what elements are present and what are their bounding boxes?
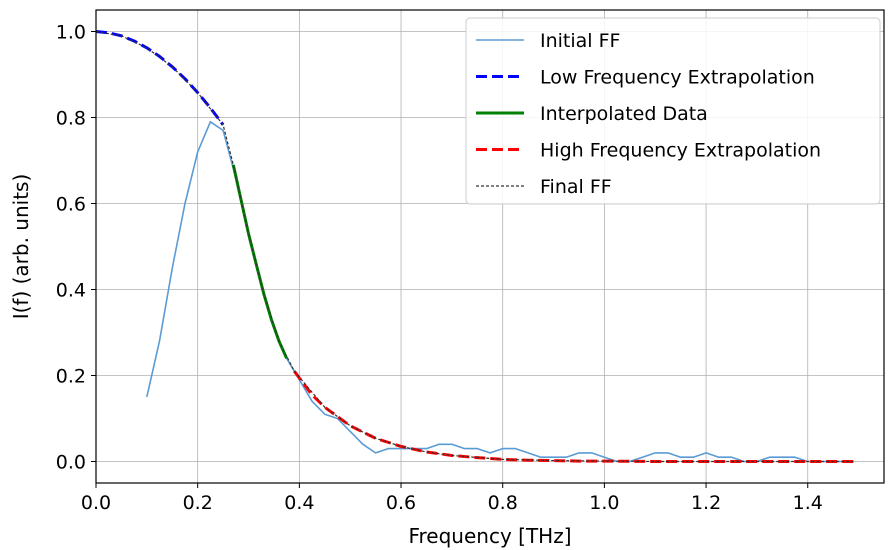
legend-label: Interpolated Data: [540, 103, 708, 125]
x-tick-label: 1.0: [589, 492, 619, 514]
x-tick-label: 1.4: [793, 492, 823, 514]
x-tick-label: 0.8: [488, 492, 518, 514]
series-line-2: [231, 164, 288, 359]
legend-label: Initial FF: [540, 30, 620, 52]
y-tick-label: 1.0: [56, 22, 86, 44]
legend: Initial FF Low Frequency Extrapolation Int…: [465, 17, 881, 205]
x-tick-label: 1.2: [691, 492, 721, 514]
axis-ticks: 0.0 0.2 0.4 0.6 0.8 1.0 1.2 1.4 0.0 0.2 0.4 0.6 0.8 1…: [56, 22, 823, 515]
series-line-1: [95, 30, 225, 126]
x-axis-label: Frequency [THz]: [408, 524, 571, 548]
series-line-4: [95, 30, 854, 463]
legend-box: [465, 17, 881, 205]
y-tick-label: 0.8: [56, 108, 86, 130]
x-tick-label: 0.6: [386, 492, 416, 514]
x-tick-label: 0.2: [183, 492, 213, 514]
x-tick-label: 0.4: [284, 492, 314, 514]
legend-label: High Frequency Extrapolation: [540, 140, 821, 162]
y-tick-label: 0.2: [56, 366, 86, 388]
legend-label: Final FF: [540, 176, 612, 198]
y-tick-label: 0.0: [56, 452, 86, 474]
x-tick-label: 0.0: [81, 492, 111, 514]
series-line-3: [293, 370, 854, 463]
y-tick-label: 0.4: [56, 280, 86, 302]
y-tick-label: 0.6: [56, 194, 86, 216]
series-lines: [95, 30, 854, 463]
y-axis-label: I(f) (arb. units): [9, 174, 33, 320]
plot-frame: [95, 9, 885, 484]
legend-label: Low Frequency Extrapolation: [540, 67, 815, 89]
